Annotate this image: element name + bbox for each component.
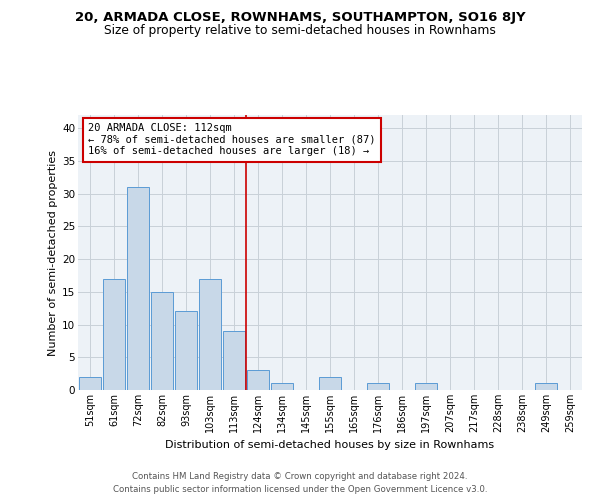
Text: Size of property relative to semi-detached houses in Rownhams: Size of property relative to semi-detach… bbox=[104, 24, 496, 37]
Bar bbox=[103, 278, 125, 390]
Bar bbox=[319, 377, 341, 390]
Bar bbox=[535, 384, 557, 390]
Y-axis label: Number of semi-detached properties: Number of semi-detached properties bbox=[48, 150, 58, 356]
Text: 20, ARMADA CLOSE, ROWNHAMS, SOUTHAMPTON, SO16 8JY: 20, ARMADA CLOSE, ROWNHAMS, SOUTHAMPTON,… bbox=[74, 11, 526, 24]
Bar bbox=[175, 312, 197, 390]
Bar bbox=[415, 384, 437, 390]
Bar bbox=[271, 384, 293, 390]
X-axis label: Distribution of semi-detached houses by size in Rownhams: Distribution of semi-detached houses by … bbox=[166, 440, 494, 450]
Text: 20 ARMADA CLOSE: 112sqm
← 78% of semi-detached houses are smaller (87)
16% of se: 20 ARMADA CLOSE: 112sqm ← 78% of semi-de… bbox=[88, 123, 376, 156]
Bar bbox=[127, 187, 149, 390]
Bar bbox=[151, 292, 173, 390]
Bar bbox=[199, 278, 221, 390]
Bar bbox=[367, 384, 389, 390]
Text: Contains HM Land Registry data © Crown copyright and database right 2024.
Contai: Contains HM Land Registry data © Crown c… bbox=[113, 472, 487, 494]
Bar bbox=[223, 331, 245, 390]
Bar bbox=[247, 370, 269, 390]
Bar bbox=[79, 377, 101, 390]
